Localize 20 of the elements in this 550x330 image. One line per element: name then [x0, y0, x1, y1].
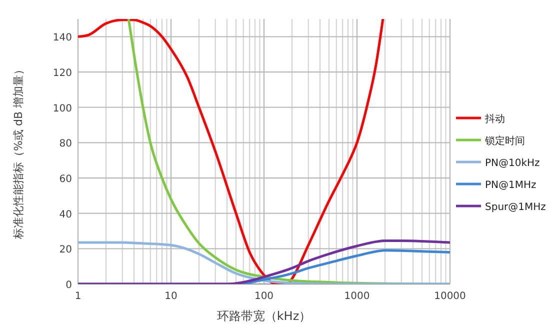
x-tick-label: 1 — [74, 291, 82, 302]
x-tick-label: 100 — [254, 291, 274, 302]
legend-label: PN@10kHz — [485, 158, 540, 169]
x-tick-label: 10 — [164, 291, 178, 302]
legend-label: 抖动 — [484, 113, 505, 125]
y-tick-label: 120 — [52, 68, 72, 79]
y-axis-title: 标准化性能指标（%或 dB 增加量） — [12, 64, 25, 240]
legend-label: PN@1MHz — [485, 180, 536, 191]
y-tick-label: 100 — [52, 103, 72, 114]
y-tick-label: 20 — [59, 244, 72, 256]
y-tick-label: 140 — [52, 32, 72, 44]
x-axis-title: 环路带宽（kHz） — [216, 309, 312, 323]
legend-label: Spur@1MHz — [485, 202, 546, 213]
y-tick-label: 60 — [59, 174, 72, 185]
x-tick-label: 10000 — [434, 291, 466, 302]
y-tick-label: 80 — [59, 138, 72, 150]
y-tick-label: 40 — [59, 209, 72, 220]
y-tick-label: 0 — [66, 280, 72, 291]
x-tick-label: 1000 — [344, 291, 370, 302]
legend-label: 锁定时间 — [484, 135, 525, 147]
